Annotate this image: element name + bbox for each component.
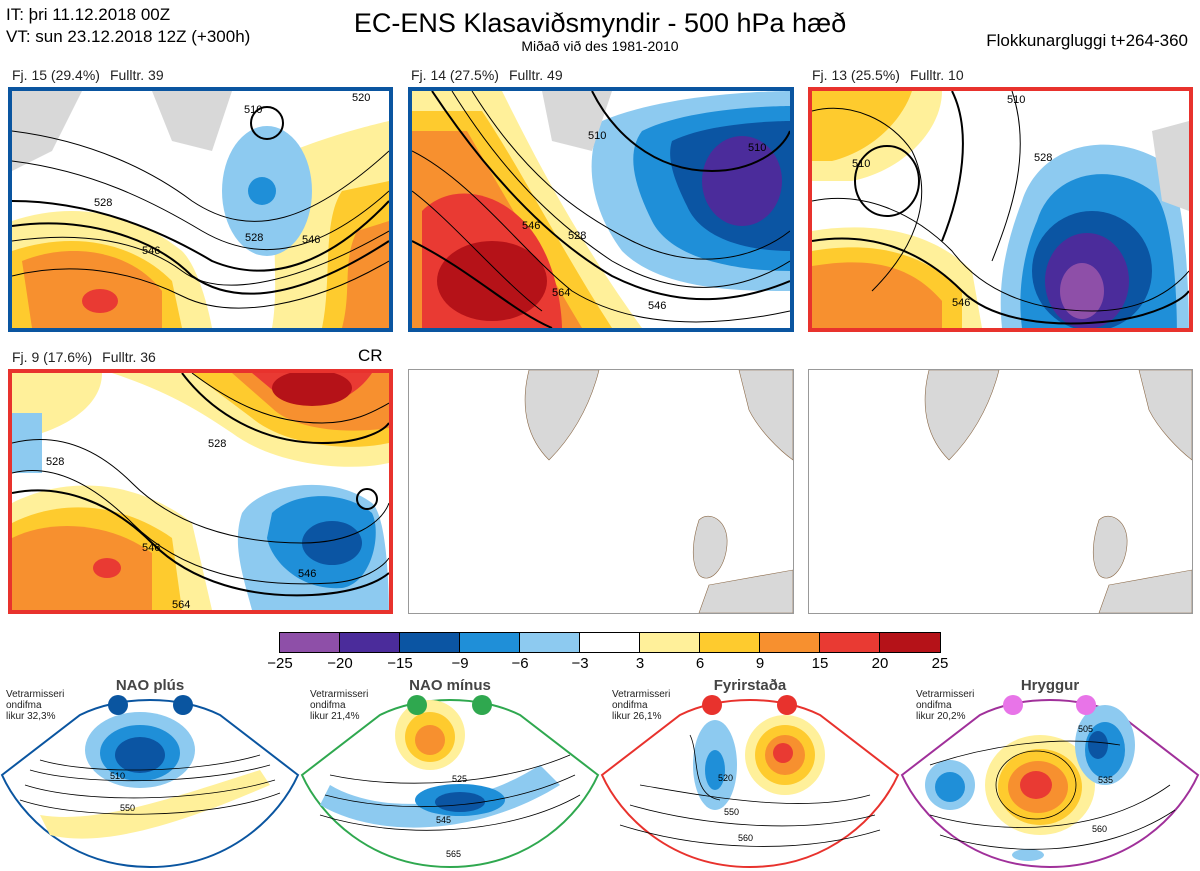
contour-label: 528 xyxy=(1034,152,1052,164)
valid-time: VT: sun 23.12.2018 12Z (+300h) xyxy=(6,27,251,46)
cluster-map-1: 510 528 546 528 546 520 xyxy=(8,87,393,332)
colorbar-tick: −6 xyxy=(511,655,529,672)
regime-nao-minus: 525 545 565 xyxy=(300,695,600,869)
contour-label: 546 xyxy=(142,542,160,554)
contour-label: 510 xyxy=(244,104,262,116)
contour-label: 528 xyxy=(245,232,263,244)
contour-label: 510 xyxy=(748,142,766,154)
regime-marker xyxy=(1076,695,1096,715)
regime-note: Vetrarmisseri ondifma likur 26,1% xyxy=(612,689,671,722)
colorbar-swatch xyxy=(280,633,340,652)
colorbar-swatch xyxy=(580,633,640,652)
cluster-map-2: 510 510 528 546 546 564 xyxy=(408,87,794,332)
regime-marker xyxy=(108,695,128,715)
panel-4-label: Fj. 9 (17.6%) Fulltr. 36 xyxy=(12,349,156,365)
regime-label: 565 xyxy=(446,849,461,859)
regime-title: Fyrirstaða xyxy=(713,677,787,694)
regime-title: NAO mínus xyxy=(409,677,491,694)
regime-marker xyxy=(777,695,797,715)
contour-label: 528 xyxy=(568,230,586,242)
regime-marker xyxy=(173,695,193,715)
regime-marker xyxy=(702,695,722,715)
colorbar-tick: −9 xyxy=(451,655,469,672)
regime-note: Vetrarmisseri ondifma likur 20,2% xyxy=(916,689,975,722)
contour-label: 528 xyxy=(208,438,226,450)
regime-label: 550 xyxy=(724,807,739,817)
panel-1-label: Fj. 15 (29.4%) Fulltr. 39 xyxy=(12,67,164,83)
regime-label: 550 xyxy=(120,803,135,813)
contour-label: 546 xyxy=(522,220,540,232)
header-info: IT: þri 11.12.2018 00Z VT: sun 23.12.201… xyxy=(6,4,250,48)
cluster-map-3: 510 510 528 546 xyxy=(808,87,1193,332)
contour-label: 564 xyxy=(172,599,190,610)
cluster-map-4: 528 528 546 546 564 xyxy=(8,369,393,614)
regime-label: 545 xyxy=(436,815,451,825)
colorbar-swatch xyxy=(760,633,820,652)
colorbar-tick: −15 xyxy=(387,655,413,672)
regime-ridge: 505 535 560 xyxy=(900,695,1200,869)
regime-label: 525 xyxy=(452,774,467,784)
colorbar-tick: 9 xyxy=(755,655,765,672)
page-title: EC-ENS Klasaviðsmyndir - 500 hPa hæð xyxy=(353,8,847,38)
regime-note: Vetrarmisseri ondifma likur 21,4% xyxy=(310,689,369,722)
regime-blocking: 520 550 560 xyxy=(600,695,900,869)
regime-label: 535 xyxy=(1098,775,1113,785)
regime-note: Vetrarmisseri ondifma likur 32,3% xyxy=(6,689,65,722)
colorbar-swatch xyxy=(820,633,880,652)
regime-label: 560 xyxy=(1092,824,1107,834)
panel-3-label: Fj. 13 (25.5%) Fulltr. 10 xyxy=(812,67,964,83)
contour-label: 528 xyxy=(94,197,112,209)
regime-label: 510 xyxy=(110,771,125,781)
colorbar-swatch xyxy=(700,633,760,652)
contour-label: 546 xyxy=(302,234,320,246)
contour-label: 564 xyxy=(552,287,570,299)
contour-label: 510 xyxy=(588,130,606,142)
colorbar-tick: 15 xyxy=(811,655,829,672)
empty-map-2 xyxy=(808,369,1193,614)
regime-marker xyxy=(407,695,427,715)
regime-marker xyxy=(472,695,492,715)
colorbar-tick: 3 xyxy=(635,655,645,672)
regime-panels: 510 550 525 545 565 520 550 xyxy=(0,695,1200,869)
regime-label: 505 xyxy=(1078,724,1093,734)
contour-label: 546 xyxy=(952,297,970,309)
colorbar-tick: 25 xyxy=(931,655,949,672)
colorbar-swatch xyxy=(340,633,400,652)
colorbar-swatch xyxy=(400,633,460,652)
regime-label: 520 xyxy=(718,773,733,783)
contour-label: 510 xyxy=(1007,94,1025,106)
colorbar-tick: −25 xyxy=(267,655,293,672)
contour-label: 520 xyxy=(352,92,370,104)
contour-label: 528 xyxy=(46,456,64,468)
panel-2-label: Fj. 14 (27.5%) Fulltr. 49 xyxy=(411,67,563,83)
colorbar-tick: 6 xyxy=(695,655,705,672)
empty-map-1 xyxy=(408,369,794,614)
regime-title: Hryggur xyxy=(1020,677,1080,694)
classification-window: Flokkunargluggi t+264-360 xyxy=(986,31,1188,50)
colorbar xyxy=(279,632,941,653)
contour-label: 546 xyxy=(648,300,666,312)
regime-marker xyxy=(1003,695,1023,715)
colorbar-tick: −3 xyxy=(571,655,589,672)
contour-label: 510 xyxy=(852,158,870,170)
regime-label: 560 xyxy=(738,833,753,843)
colorbar-swatch xyxy=(460,633,520,652)
regime-title: NAO plús xyxy=(115,677,185,694)
colorbar-tick: 20 xyxy=(871,655,889,672)
page-subtitle: Miðað við des 1981-2010 xyxy=(521,38,679,54)
regime-nao-plus: 510 550 xyxy=(0,695,300,869)
init-time: IT: þri 11.12.2018 00Z xyxy=(6,5,171,24)
colorbar-swatch xyxy=(640,633,700,652)
contour-label: 546 xyxy=(298,568,316,580)
colorbar-swatch xyxy=(520,633,580,652)
contour-label: 546 xyxy=(142,245,160,257)
panel-4-tag: CR xyxy=(358,346,383,365)
colorbar-swatch xyxy=(880,633,940,652)
colorbar-tick: −20 xyxy=(327,655,353,672)
